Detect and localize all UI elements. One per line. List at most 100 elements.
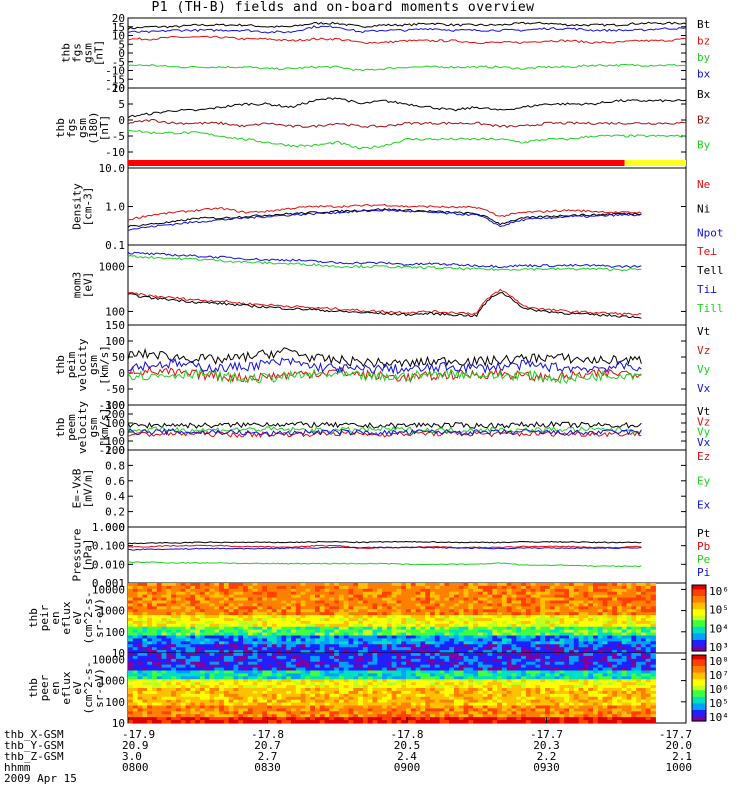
heatmap-cell xyxy=(549,676,556,680)
heatmap-cell xyxy=(650,588,656,593)
heatmap-cell xyxy=(588,641,594,645)
heatmap-cell xyxy=(386,658,393,663)
heatmap-cell xyxy=(247,679,254,683)
heatmap-cell xyxy=(199,670,206,675)
heatmap-cell xyxy=(243,670,249,675)
heatmap-cell xyxy=(343,600,350,605)
heatmap-cell xyxy=(487,620,493,625)
heatmap-cell xyxy=(267,632,273,637)
heatmap-cell xyxy=(425,588,431,593)
heatmap-cell xyxy=(271,597,278,602)
heatmap-cell xyxy=(626,702,632,707)
heatmap-cell xyxy=(262,670,268,675)
heatmap-cell xyxy=(185,615,191,619)
heatmap-cell xyxy=(132,600,139,605)
heatmap-cell xyxy=(271,702,278,707)
heatmap-cell xyxy=(348,629,354,634)
heatmap-cell xyxy=(319,641,326,645)
heatmap-cell xyxy=(612,658,618,663)
heatmap-cell xyxy=(151,612,158,616)
heatmap-cell xyxy=(621,658,628,663)
heatmap-cell xyxy=(468,673,474,677)
heatmap-cell xyxy=(267,620,273,625)
heatmap-cell xyxy=(219,626,225,631)
heatmap-cell xyxy=(142,670,148,675)
heatmap-cell xyxy=(449,585,455,590)
heatmap-cell xyxy=(367,667,374,672)
heatmap-cell xyxy=(147,583,153,587)
heatmap-cell xyxy=(636,673,642,677)
heatmap-cell xyxy=(290,664,297,669)
heatmap-cell xyxy=(353,664,359,669)
heatmap-cell xyxy=(511,632,517,637)
heatmap-cell xyxy=(362,685,369,689)
heatmap-cell xyxy=(305,693,311,698)
heatmap-cell xyxy=(228,638,235,642)
heatmap-cell xyxy=(147,653,153,657)
heatmap-cell xyxy=(219,661,225,666)
heatmap-cell xyxy=(257,655,263,660)
heatmap-cell xyxy=(290,688,297,692)
heatmap-cell xyxy=(511,594,517,599)
heatmap-cell xyxy=(290,612,297,616)
heatmap-cell xyxy=(142,626,148,631)
heatmap-cell xyxy=(506,688,513,692)
series-Vy xyxy=(127,425,642,434)
heatmap-cell xyxy=(573,603,580,607)
heatmap-cell xyxy=(180,661,187,666)
heatmap-cell xyxy=(444,644,450,648)
heatmap-cell xyxy=(468,623,474,628)
heatmap-cell xyxy=(578,600,585,605)
heatmap-cell xyxy=(549,615,556,619)
heatmap-cell xyxy=(415,688,422,692)
heatmap-cell xyxy=(262,644,268,648)
heatmap-cell xyxy=(583,612,589,616)
heatmap-cell xyxy=(286,632,292,637)
heatmap-cell xyxy=(569,650,575,654)
heatmap-cell xyxy=(286,623,292,628)
heatmap-cell xyxy=(511,682,517,686)
heatmap-cell xyxy=(559,670,565,675)
heatmap-cell xyxy=(262,591,268,596)
series-Pe xyxy=(127,561,642,568)
heatmap-cell xyxy=(525,661,532,666)
heatmap-cell xyxy=(607,612,613,616)
heatmap-cell xyxy=(616,650,623,654)
heatmap-cell xyxy=(281,667,287,672)
heatmap-cell xyxy=(439,591,445,596)
heatmap-cell xyxy=(132,685,139,689)
heatmap-cell xyxy=(276,667,282,672)
y-tick-label: 1.0 xyxy=(105,444,125,457)
heatmap-cell xyxy=(147,693,153,698)
heatmap-cell xyxy=(329,600,335,605)
heatmap-cell xyxy=(257,679,263,683)
heatmap-cell xyxy=(602,632,608,637)
heatmap-cell xyxy=(132,591,139,596)
heatmap-cell xyxy=(175,661,182,666)
heatmap-cell xyxy=(463,682,469,686)
heatmap-cell xyxy=(276,682,282,686)
heatmap-cell xyxy=(535,638,541,642)
heatmap-cell xyxy=(569,661,575,666)
heatmap-cell xyxy=(314,679,321,683)
heatmap-cell xyxy=(171,661,177,666)
heatmap-cell xyxy=(602,588,608,593)
heatmap-cell xyxy=(501,650,508,654)
heatmap-cell xyxy=(631,690,637,695)
y-axis-label: peem xyxy=(65,414,78,441)
heatmap-cell xyxy=(554,591,561,596)
heatmap-cell xyxy=(180,583,187,587)
heatmap-cell xyxy=(204,661,211,666)
heatmap-cell xyxy=(597,676,604,680)
heatmap-cell xyxy=(477,618,484,622)
heatmap-cell xyxy=(161,591,167,596)
heatmap-cell xyxy=(616,702,623,707)
heatmap-cell xyxy=(334,632,340,637)
heatmap-cell xyxy=(195,638,201,642)
heatmap-cell xyxy=(324,690,330,695)
heatmap-cell xyxy=(377,682,383,686)
heatmap-cell xyxy=(257,588,263,593)
heatmap-cell xyxy=(281,696,287,701)
heatmap-cell xyxy=(477,693,484,698)
heatmap-cell xyxy=(171,629,177,634)
